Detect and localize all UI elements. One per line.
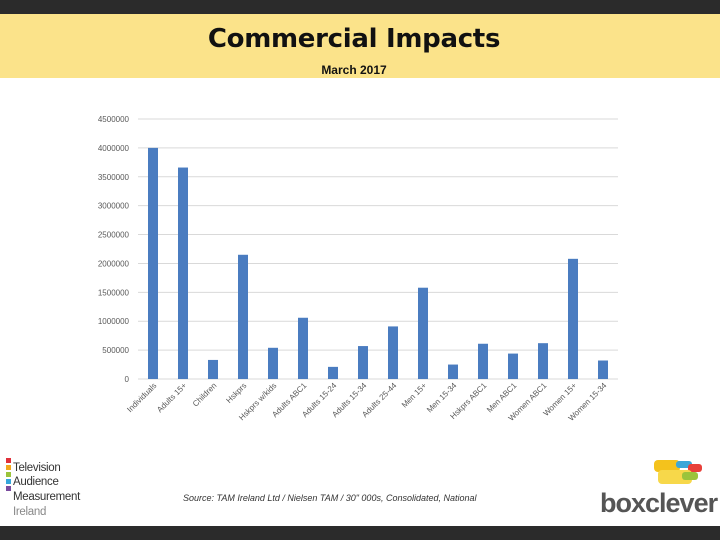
y-tick-label: 3500000	[98, 173, 130, 182]
y-tick-label: 3000000	[98, 202, 130, 211]
x-tick-label: Hskprs	[224, 381, 248, 405]
bar	[268, 347, 278, 379]
tam-logo-line-1: Television	[13, 462, 61, 474]
boxclever-clever-text: clever	[645, 488, 718, 518]
tam-logo-line-4: Ireland	[13, 506, 47, 518]
bar	[508, 353, 518, 379]
tam-logo-line-2: Audience	[13, 476, 59, 488]
bar	[328, 366, 338, 379]
bar	[298, 317, 308, 379]
y-tick-label: 500000	[102, 346, 129, 355]
bar	[478, 343, 488, 379]
tam-logo-line-3: Measurement	[13, 491, 81, 503]
source-note: Source: TAM Ireland Ltd / Nielsen TAM / …	[183, 493, 477, 503]
boxclever-box-text: box	[600, 488, 646, 518]
boxclever-wordmark: boxclever	[600, 488, 718, 519]
top-frame-bar	[0, 0, 720, 14]
y-tick-label: 4000000	[98, 144, 130, 153]
y-tick-label: 2500000	[98, 231, 130, 240]
x-tick-label: Men 15+	[400, 381, 429, 410]
bar	[148, 147, 158, 379]
title-banner	[0, 14, 720, 78]
bar	[598, 360, 608, 379]
y-tick-label: 2000000	[98, 259, 130, 268]
bar	[178, 167, 188, 379]
bar	[208, 359, 218, 379]
bar	[418, 287, 428, 379]
bar	[568, 258, 578, 379]
bottom-frame-bar	[0, 526, 720, 540]
slide-subtitle: March 2017	[321, 63, 387, 77]
boxclever-logo-icon	[654, 460, 702, 484]
y-tick-label: 1500000	[98, 288, 130, 297]
bar	[238, 254, 248, 379]
slide-title: Commercial Impacts	[207, 24, 501, 54]
x-tick-label: Children	[191, 381, 218, 408]
x-tick-label: Individuals	[125, 381, 158, 414]
bar	[538, 343, 548, 379]
y-tick-label: 0	[125, 375, 130, 384]
x-tick-label: Adults 15+	[155, 381, 188, 414]
bar	[448, 364, 458, 379]
bar	[388, 326, 398, 379]
y-tick-label: 4500000	[98, 115, 130, 124]
y-tick-label: 1000000	[98, 317, 130, 326]
bar	[358, 346, 368, 379]
tam-ireland-logo-icon	[6, 458, 11, 491]
